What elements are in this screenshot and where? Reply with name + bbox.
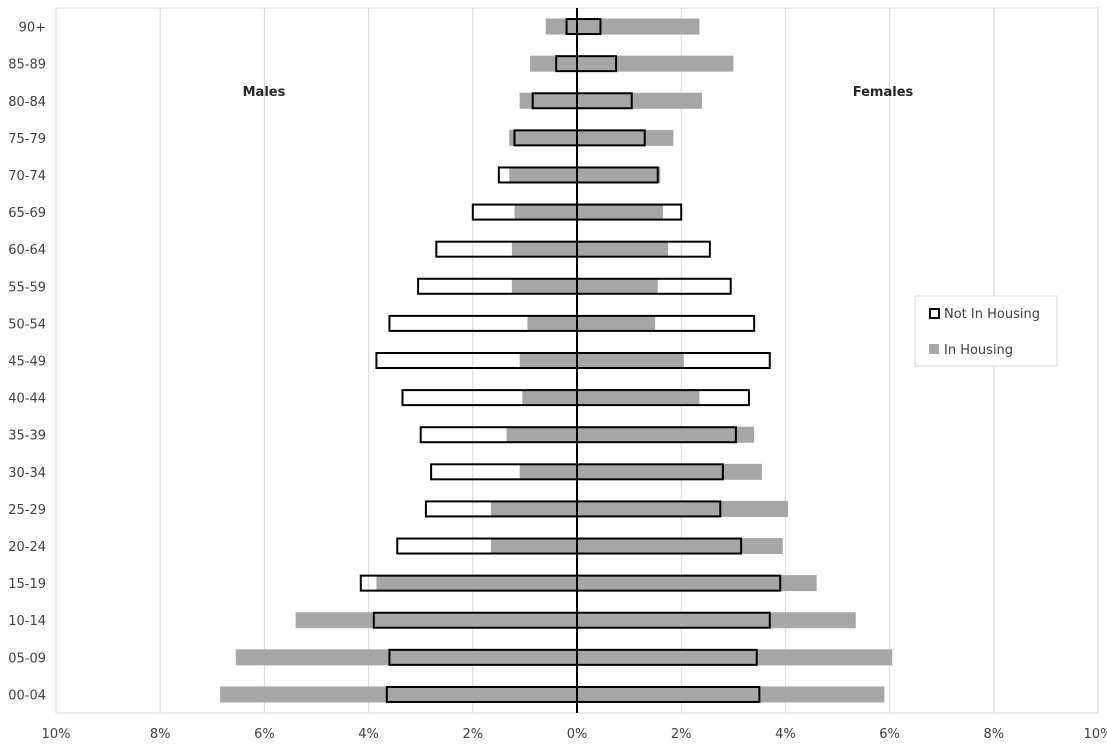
x-tick-label: 0%: [567, 727, 588, 742]
bar-in-housing-female: [577, 575, 817, 592]
bar-in-housing-male: [519, 92, 577, 109]
bar-in-housing-male: [509, 166, 577, 183]
y-tick-label: 65-69: [8, 206, 46, 221]
males-label: Males: [243, 85, 286, 100]
y-tick-label: 35-39: [8, 429, 46, 444]
bar-in-housing-male: [376, 575, 577, 592]
y-tick-label: 90+: [19, 21, 46, 36]
bar-in-housing-female: [577, 426, 755, 443]
legend-swatch-in-housing: [929, 344, 939, 354]
bar-in-housing-female: [577, 241, 669, 258]
y-tick-label: 40-44: [8, 392, 46, 407]
bar-in-housing-female: [577, 352, 684, 369]
females-label: Females: [853, 85, 914, 100]
bars: [220, 18, 893, 703]
bar-in-housing-female: [577, 463, 762, 480]
bar-in-housing-male: [545, 18, 577, 35]
bar-in-housing-female: [577, 55, 734, 72]
bar-in-housing-female: [577, 92, 703, 109]
legend-label-in-housing: In Housing: [944, 343, 1013, 358]
bar-in-housing-male: [220, 686, 578, 703]
bar-in-housing-male: [514, 204, 577, 221]
bar-in-housing-female: [577, 686, 885, 703]
bar-in-housing-female: [577, 389, 700, 406]
legend-swatch-not-in-housing: [929, 308, 940, 319]
x-tick-label: 6%: [879, 727, 900, 742]
x-tick-label: 4%: [775, 727, 796, 742]
y-axis-labels: 00-04 05-09 10-14 15-19 20-24 25-29 30-34 35-39…: [8, 21, 46, 704]
y-tick-label: 10-14: [8, 614, 46, 629]
bar-in-housing-male: [530, 55, 577, 72]
x-tick-label: 6%: [254, 727, 275, 742]
bar-in-housing-female: [577, 18, 700, 35]
bar-in-housing-male: [295, 612, 577, 629]
x-tick-label: 4%: [358, 727, 379, 742]
bar-in-housing-female: [577, 166, 661, 183]
bar-in-housing-male: [509, 129, 577, 146]
bar-in-housing-female: [577, 204, 663, 221]
x-tick-label: 8%: [983, 727, 1004, 742]
y-tick-label: 50-54: [8, 317, 46, 332]
y-tick-label: 20-24: [8, 540, 46, 555]
y-tick-label: 00-04: [8, 688, 46, 703]
y-tick-label: 55-59: [8, 280, 46, 295]
legend: Not In Housing In Housing: [914, 295, 1058, 367]
y-tick-label: 25-29: [8, 503, 46, 518]
y-tick-label: 45-49: [8, 355, 46, 370]
x-tick-label: 10%: [42, 727, 71, 742]
bar-in-housing-male: [522, 389, 577, 406]
bar-in-housing-female: [577, 278, 658, 295]
bar-in-housing-male: [491, 538, 577, 555]
y-tick-label: 15-19: [8, 577, 46, 592]
bar-in-housing-male: [519, 463, 577, 480]
y-tick-label: 75-79: [8, 132, 46, 147]
y-tick-label: 05-09: [8, 651, 46, 666]
y-tick-label: 30-34: [8, 466, 46, 481]
x-tick-label: 10%: [1084, 727, 1107, 742]
legend-box: [914, 295, 1058, 367]
bar-in-housing-female: [577, 315, 656, 332]
y-tick-label: 80-84: [8, 95, 46, 110]
x-tick-label: 2%: [462, 727, 483, 742]
bar-in-housing-female: [577, 538, 783, 555]
x-tick-label: 2%: [671, 727, 692, 742]
y-tick-label: 70-74: [8, 169, 46, 184]
x-axis-labels: 10% 8% 6% 4% 2% 0% 2% 4% 6% 8% 10%: [42, 727, 1107, 742]
bar-in-housing-male: [519, 352, 577, 369]
bar-in-housing-female: [577, 500, 789, 517]
bar-in-housing-male: [527, 315, 577, 332]
bar-in-housing-male: [506, 426, 577, 443]
bar-in-housing-female: [577, 612, 856, 629]
legend-label-not-in-housing: Not In Housing: [944, 307, 1040, 322]
bar-in-housing-male: [511, 241, 577, 258]
y-tick-label: 60-64: [8, 243, 46, 258]
bar-in-housing-female: [577, 649, 893, 666]
bar-in-housing-female: [577, 129, 674, 146]
y-tick-label: 85-89: [8, 58, 46, 73]
bar-in-housing-male: [511, 278, 577, 295]
bar-in-housing-male: [491, 500, 577, 517]
bar-in-housing-male: [235, 649, 577, 666]
x-tick-label: 8%: [150, 727, 171, 742]
